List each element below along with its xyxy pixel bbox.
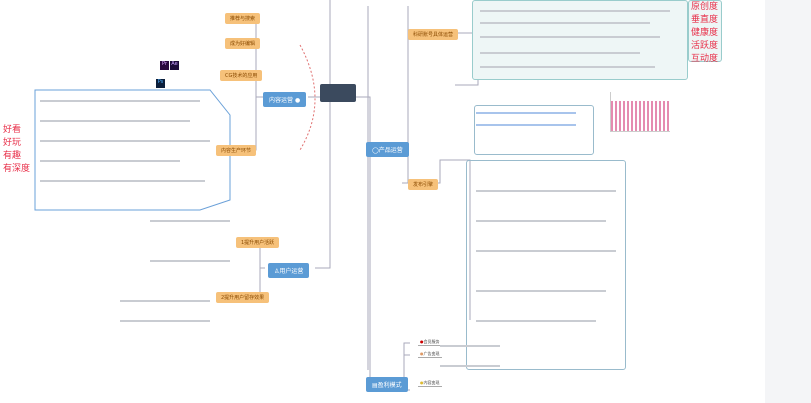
right-keywords-panel: 原创度 垂直度 健康度 活跃度 互动度 [688,0,722,64]
document-icon: ▤ [372,382,378,389]
right-scroll-area[interactable] [765,0,811,403]
mini-bar-chart-image [610,92,670,132]
root-node[interactable] [320,84,356,102]
node-member[interactable]: ●会员服务 [418,339,442,346]
node-publish-engine[interactable]: 发布引擎 [408,179,439,190]
node-content-ops[interactable]: 内容运营 ● [263,92,307,107]
node-research-account[interactable]: 科研账号具体运营 [408,29,459,40]
dot-icon: ● [420,380,424,385]
node-profit-model[interactable]: ▤盈利模式 [366,377,408,392]
collapse-badge-icon[interactable]: ● [294,97,301,104]
keyword: 互动度 [691,54,719,64]
keyword: 活跃度 [691,41,719,51]
node-product-ops[interactable]: ◯产品运营 [366,142,409,157]
detail-panel [472,0,688,80]
dot-icon: ● [420,351,424,356]
node-content-monetize[interactable]: ●内容变现 [418,380,442,387]
user-icon: ♙ [274,268,280,275]
node-recommend-search[interactable]: 推荐与搜索 [225,13,261,24]
after-effects-icon: Ae [170,61,179,70]
photoshop-icon: Ps [156,79,165,88]
node-ads[interactable]: ●广告变现 [418,351,442,358]
publish-box [474,105,594,155]
dot-icon: ● [420,339,424,344]
node-cg-tech[interactable]: CG技术的应用 [220,70,263,81]
node-content-production[interactable]: 内容生产环节 [216,145,257,156]
publish-detail-box [466,160,626,370]
node-user-active[interactable]: 1提升用户活跃 [236,237,280,248]
keyword: 健康度 [691,28,719,38]
premiere-icon: Pr [160,61,169,70]
keyword: 垂直度 [691,15,719,25]
node-user-ops[interactable]: ♙用户运营 [268,263,310,278]
left-keywords: 好看 好玩 有趣 有深度 [3,125,31,174]
keyword: 原创度 [691,2,719,12]
circle-icon: ◯ [372,147,379,154]
node-user-retention[interactable]: 2提升用户留存效果 [216,292,270,303]
node-good-editor[interactable]: 成为好编辑 [225,38,261,49]
